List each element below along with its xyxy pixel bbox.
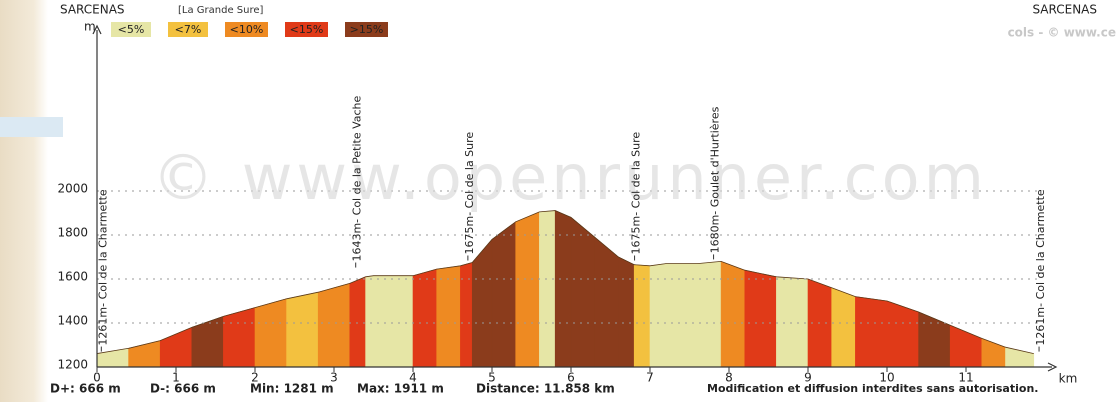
x-tick-label: 11 — [958, 371, 973, 385]
x-tick-label: 7 — [646, 371, 654, 385]
profile-segment — [539, 210, 556, 368]
x-arrow — [1047, 362, 1058, 372]
profile-segment — [697, 261, 722, 368]
profile-segment — [554, 210, 572, 368]
x-tick-label: 6 — [567, 371, 575, 385]
y-tick-label: 1800 — [57, 226, 88, 240]
annotation: 1675m- Col de la Sure — [463, 132, 476, 255]
x-tick-label: 1 — [172, 371, 180, 385]
paper-edge — [0, 0, 48, 402]
blue-band — [0, 117, 63, 137]
legend-swatch — [345, 22, 388, 37]
x-tick-label: 0 — [93, 371, 101, 385]
annotation: 1261m- Col de la Charmette — [1034, 189, 1047, 346]
profile-segment — [373, 275, 414, 368]
annotation: 1680m- Goulet d'Hurtières — [709, 106, 722, 253]
legend-label: <10% — [230, 23, 264, 36]
end-name: SARCENAS — [1032, 3, 1097, 17]
legend-swatch — [168, 22, 208, 37]
x-tick-label: 5 — [488, 371, 496, 385]
profile-segment — [436, 265, 461, 368]
x-tick-label: 3 — [330, 371, 338, 385]
y-tick-label: 1600 — [57, 270, 88, 284]
site-credit: cols - © www.ce — [1008, 26, 1116, 40]
y-axis-label: m — [84, 20, 96, 34]
stat: D+: 666 m — [50, 382, 121, 396]
notice: Modification et diffusion interdites san… — [707, 382, 1038, 395]
x-axis-label: km — [1059, 372, 1078, 386]
profile-segment — [744, 269, 777, 368]
x-tick-label: 2 — [251, 371, 259, 385]
profile-segment — [223, 307, 256, 368]
profile-segment — [460, 262, 473, 368]
profile-segment — [886, 300, 919, 368]
profile-segment — [365, 275, 374, 368]
profile-line — [96, 210, 1034, 354]
start-name: SARCENAS — [60, 3, 125, 17]
profile-segment — [720, 260, 746, 368]
y-tick-label: 1400 — [57, 314, 88, 328]
annotation: 1261m- Col de la Charmette — [96, 189, 109, 346]
legend-swatch — [225, 22, 268, 37]
legend-swatch — [285, 22, 328, 37]
legend-label: <15% — [290, 23, 324, 36]
stat: Max: 1911 m — [357, 382, 444, 396]
profile-segment — [349, 276, 366, 368]
profile-segment — [594, 236, 619, 368]
profile-segment — [412, 268, 438, 368]
x-tick-label: 4 — [409, 371, 417, 385]
profile-segment — [254, 298, 287, 368]
profile-segment — [855, 296, 888, 368]
legend-swatch — [111, 22, 151, 37]
y-arrow — [92, 24, 102, 35]
profile-segment — [515, 211, 540, 368]
x-tick-label: 10 — [879, 371, 894, 385]
annotation: 1675m- Col de la Sure — [630, 132, 643, 255]
profile-segment — [491, 221, 517, 368]
profile-segment — [618, 256, 635, 368]
y-tick-label: 1200 — [57, 358, 88, 372]
legend-label: <7% — [175, 23, 202, 36]
watermark: © www.openrunner.com — [152, 141, 988, 214]
profile-segment — [317, 283, 351, 368]
route-name: [La Grande Sure] — [178, 5, 264, 16]
profile-segment — [776, 276, 809, 368]
profile-segment — [831, 287, 856, 368]
profile-segment — [570, 216, 596, 368]
legend-label: <5% — [118, 23, 145, 36]
stat: Min: 1281 m — [250, 382, 334, 396]
annotation: 1643m- Col de la Petite Vache — [351, 95, 364, 261]
x-tick-label: 8 — [725, 371, 733, 385]
x-tick-label: 9 — [804, 371, 812, 385]
profile-segment — [286, 291, 319, 368]
legend-label: >15% — [350, 23, 384, 36]
profile-segment — [633, 264, 651, 368]
stat: D-: 666 m — [150, 382, 216, 396]
y-tick-label: 2000 — [57, 182, 88, 196]
stat: Distance: 11.858 km — [476, 382, 615, 396]
